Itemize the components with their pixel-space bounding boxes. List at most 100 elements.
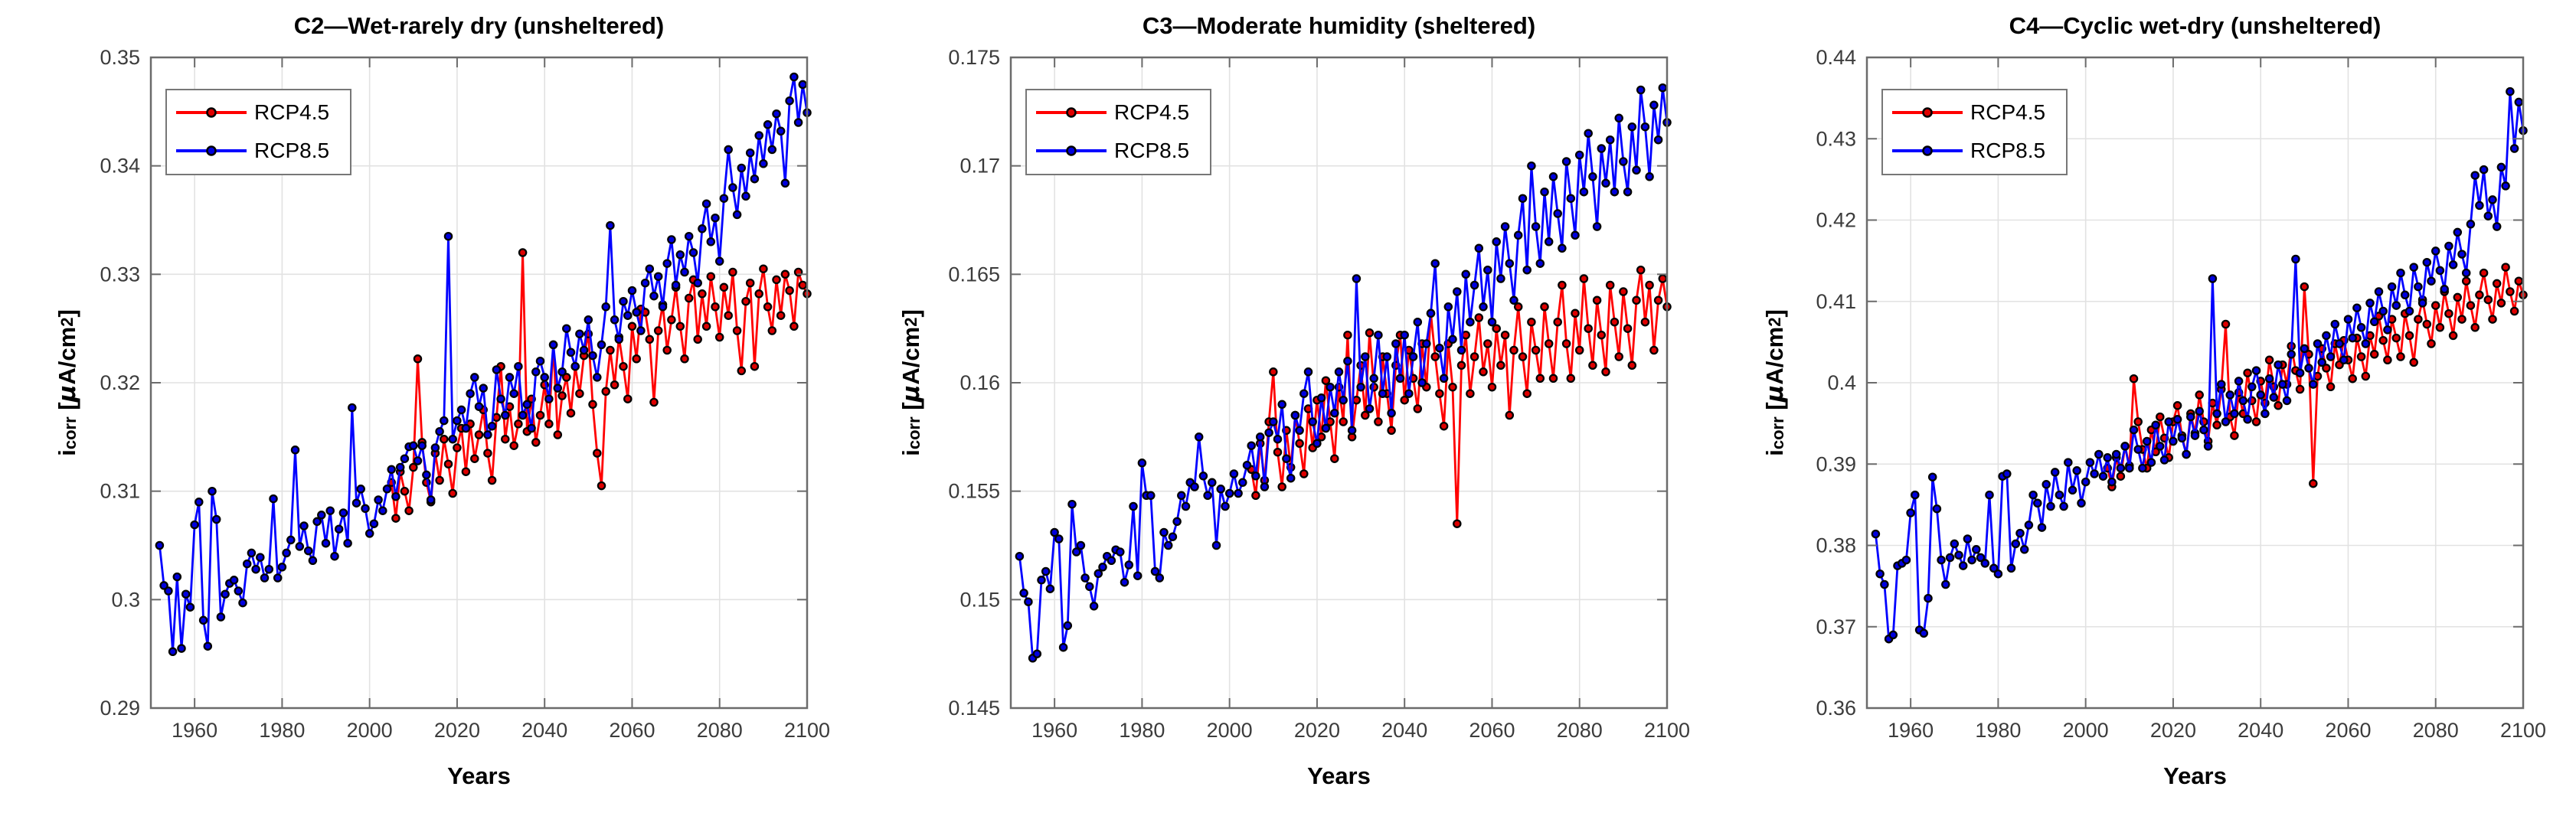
data-point-marker [711,302,720,312]
data-point-marker [1124,560,1134,570]
data-point-marker [1211,540,1221,550]
data-point-marker [711,213,720,223]
data-point-marker [2015,528,2025,538]
data-point-marker [453,443,462,452]
data-point-marker [1623,324,1633,333]
data-point-marker [1558,280,1567,290]
data-point-marker [1374,417,1383,426]
data-point-marker [588,351,597,361]
data-point-marker [1374,330,1383,340]
data-point-marker [754,131,763,140]
x-tick-label: 2060 [609,719,655,742]
data-point-marker [1286,473,1296,483]
data-point-marker [2317,357,2326,367]
data-point-marker [1605,135,1615,145]
data-point-marker [409,441,418,450]
data-point-marker [378,506,387,515]
data-point-marker [1255,432,1265,442]
data-point-marker [1487,317,1497,327]
data-point-marker [2077,498,2086,508]
data-point-marker [325,506,335,515]
data-point-marker [2203,442,2213,451]
data-point-marker [1619,287,1628,296]
data-point-marker [636,326,646,335]
subplot-c2-title: C2—Wet-rarely dry (unsheltered) [293,12,665,39]
data-point-marker [1461,269,1470,279]
data-point-marker [1566,194,1576,203]
legend-entry-rcp45: RCP4.5 [1027,93,1210,132]
data-point-marker [216,612,226,622]
data-point-marker [2199,425,2208,435]
data-point-marker [653,272,663,281]
legend-label-rcp85: RCP8.5 [1114,139,1190,162]
data-point-marker [684,231,694,241]
data-point-marker [645,264,655,273]
data-point-marker [2330,319,2340,329]
data-point-marker [1251,472,1260,481]
data-point-marker [1527,317,1536,327]
data-point-marker [1080,573,1090,583]
data-point-marker [653,326,663,335]
data-point-marker [2453,227,2463,237]
data-point-marker [1561,339,1571,348]
series-line-rcp4.5 [390,251,809,520]
data-point-marker [1159,527,1169,537]
data-point-marker [181,589,191,599]
data-point-marker [763,120,773,129]
data-point-marker [1190,482,1199,491]
data-point-marker [2352,303,2362,312]
data-point-marker [1658,274,1668,283]
data-point-marker [2492,222,2502,231]
data-point-marker [714,256,724,266]
data-point-marker [724,145,733,155]
data-point-marker [2230,409,2239,419]
data-point-marker [2164,417,2173,426]
data-point-marker [1540,187,1549,197]
data-point-marker [2404,331,2414,341]
data-point-marker [728,183,737,192]
data-point-marker [2090,469,2099,478]
data-point-marker [2230,431,2239,440]
data-point-marker [1483,265,1492,275]
data-point-marker [2156,442,2165,451]
y-tick-label: 0.31 [100,480,140,503]
data-point-marker [2391,301,2401,310]
data-point-marker [2427,339,2436,348]
y-tick-label: 0.15 [959,588,1000,611]
data-point-marker [2509,144,2519,153]
data-point-marker [1469,352,1479,361]
data-point-marker [2225,390,2234,400]
data-point-marker [1085,582,1094,592]
data-point-marker [1509,295,1518,305]
data-point-marker [177,644,186,653]
data-point-marker [671,280,681,290]
data-point-marker [619,296,628,306]
data-point-marker [632,354,641,364]
data-point-marker [1269,367,1278,377]
data-point-marker [640,278,650,288]
data-point-marker [1089,602,1099,611]
data-point-marker [763,302,773,312]
data-point-marker [1553,317,1562,327]
data-point-marker [2361,371,2371,381]
data-point-marker [391,514,400,523]
data-point-marker [2343,315,2353,324]
data-point-marker [1216,485,1225,494]
y-tick-label: 0.41 [1816,290,1856,313]
data-point-marker [2243,415,2252,424]
rcp85-line-sample-icon [1892,145,1963,156]
data-point-marker [1242,460,1252,470]
data-point-marker [1540,302,1549,312]
data-point-marker [234,586,244,596]
data-point-marker [1592,222,1602,231]
data-point-marker [667,315,676,325]
data-point-marker [155,540,165,550]
data-point-marker [470,454,479,463]
data-point-marker [1531,222,1541,231]
data-point-marker [1198,472,1208,481]
data-point-marker [662,345,672,355]
x-tick-label: 2020 [2150,719,2196,742]
data-point-marker [400,454,410,463]
data-point-marker [1553,209,1562,218]
data-point-marker [2129,425,2139,435]
